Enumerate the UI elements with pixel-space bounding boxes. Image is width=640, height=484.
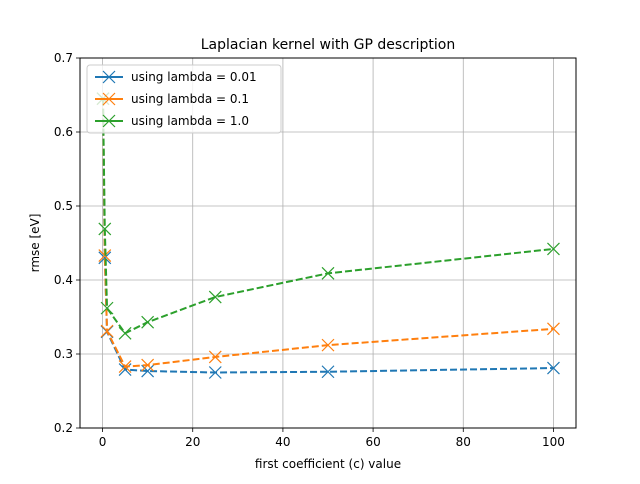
data-point: [118, 326, 132, 340]
x-tick-label: 60: [365, 435, 380, 449]
data-point: [547, 361, 560, 375]
y-tick-label: 0.3: [54, 347, 73, 361]
x-tick-label: 100: [542, 435, 565, 449]
y-axis-label: rmse [eV]: [28, 214, 42, 273]
data-point: [141, 358, 155, 372]
data-point: [547, 322, 560, 336]
legend-label: using lambda = 0.1: [131, 92, 249, 106]
data-point: [141, 364, 155, 378]
legend: using lambda = 0.01 using lambda = 0.1 usi…: [86, 64, 282, 134]
legend-box: [86, 64, 282, 134]
series-line: [102, 98, 554, 368]
data-point: [208, 366, 222, 379]
legend-item-3: using lambda = 1.0: [95, 114, 249, 128]
x-tick-label: 0: [99, 435, 107, 449]
y-tick-label: 0.6: [54, 125, 73, 139]
data-point: [208, 290, 222, 304]
legend-item-1: using lambda = 0.01: [95, 70, 257, 84]
data-point: [118, 360, 132, 374]
legend-item-2: using lambda = 0.1: [95, 92, 249, 106]
data-point: [98, 222, 112, 236]
grid-lines: [80, 57, 576, 429]
legend-marker: [102, 114, 116, 128]
chart-title: Laplacian kernel with GP description: [201, 37, 456, 53]
data-point: [208, 350, 222, 364]
x-tick-label: 40: [275, 435, 290, 449]
y-tick-label: 0.5: [54, 199, 73, 213]
x-axis-label: first coefficient (c) value: [255, 457, 401, 471]
axis-ticks: 0 20 40 60 80 100 0.2 0.3 0.4 0.5 0.6 0.7: [54, 51, 565, 449]
data-point: [321, 365, 335, 379]
series-line: [102, 98, 554, 335]
data-point: [98, 251, 112, 265]
series-layer: [96, 92, 560, 379]
x-tick-label: 20: [185, 435, 200, 449]
y-tick-label: 0.7: [54, 51, 73, 65]
legend-marker: [102, 70, 116, 84]
legend-label: using lambda = 1.0: [131, 114, 249, 128]
data-point: [321, 266, 335, 280]
plot-frame: [79, 57, 577, 429]
data-point: [547, 242, 560, 256]
data-point: [100, 324, 114, 338]
x-tick-label: 80: [456, 435, 471, 449]
data-point: [321, 338, 335, 352]
legend-label: using lambda = 0.01: [131, 70, 257, 84]
legend-marker: [102, 92, 116, 106]
y-tick-label: 0.4: [54, 273, 73, 287]
y-tick-label: 0.2: [54, 421, 73, 435]
data-point: [100, 301, 114, 315]
data-point: [141, 315, 155, 329]
